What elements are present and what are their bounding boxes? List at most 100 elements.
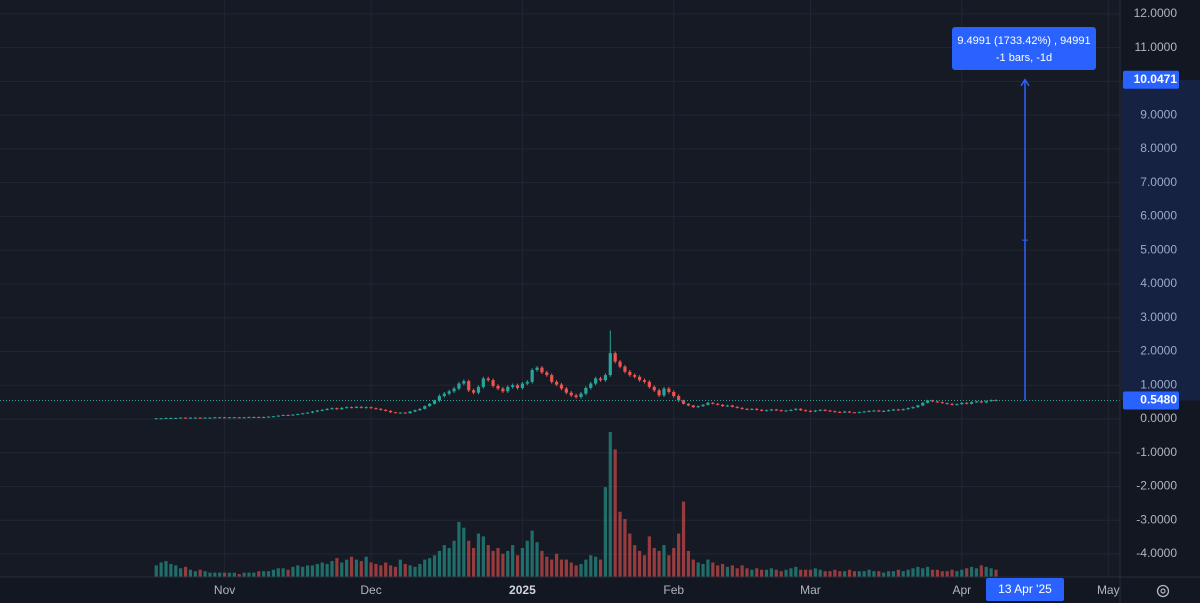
candle-body bbox=[388, 410, 393, 413]
volume-bar bbox=[379, 565, 383, 577]
volume-bar bbox=[603, 487, 608, 577]
volume-bar bbox=[520, 548, 525, 577]
candle-body bbox=[667, 388, 671, 392]
candle-body bbox=[730, 405, 734, 407]
candle-body bbox=[589, 383, 593, 388]
candle-body bbox=[672, 391, 676, 397]
volume-bar bbox=[916, 566, 920, 577]
candle-body bbox=[496, 385, 500, 389]
volume-bar bbox=[481, 536, 485, 577]
volume-bar bbox=[564, 559, 568, 577]
measure-sublabel: -1 bars, -1d bbox=[996, 52, 1052, 64]
candle-body bbox=[374, 408, 378, 410]
volume-bar bbox=[545, 556, 549, 577]
measure-time-label: 13 Apr '25 bbox=[998, 582, 1052, 596]
candle-body bbox=[579, 393, 583, 398]
volume-bar bbox=[515, 555, 520, 577]
volume-bar bbox=[271, 569, 276, 577]
candle-body bbox=[906, 408, 910, 410]
volume-bar bbox=[808, 569, 813, 577]
candle-body bbox=[608, 353, 612, 376]
candle-body bbox=[520, 383, 525, 388]
candle-body bbox=[467, 381, 471, 391]
candle-body bbox=[779, 410, 783, 412]
volume-bar bbox=[720, 563, 725, 577]
volume-bar bbox=[349, 556, 354, 577]
volume-bar bbox=[476, 533, 481, 577]
volume-bar bbox=[535, 542, 539, 577]
volume-bar bbox=[154, 565, 158, 577]
candle-body bbox=[686, 403, 691, 406]
volume-bar bbox=[764, 569, 769, 577]
candle-body bbox=[511, 385, 515, 387]
candle-body bbox=[462, 381, 466, 384]
candle-body bbox=[452, 388, 456, 392]
candle-body bbox=[989, 400, 993, 402]
candle-body bbox=[345, 407, 349, 409]
y-tick-label: -1.0000 bbox=[1136, 445, 1177, 459]
volume-bar bbox=[618, 511, 622, 577]
candle-body bbox=[823, 409, 827, 411]
volume-bar bbox=[750, 569, 754, 577]
candle-body bbox=[227, 417, 232, 419]
candle-body bbox=[286, 414, 290, 416]
volume-bar bbox=[886, 571, 891, 577]
candle-body bbox=[979, 401, 983, 403]
candle-body bbox=[340, 407, 344, 410]
x-tick-label: Feb bbox=[663, 583, 684, 597]
volume-bar bbox=[325, 563, 329, 577]
candle-body bbox=[896, 409, 900, 411]
candle-body bbox=[657, 390, 661, 396]
candle-body bbox=[803, 410, 808, 412]
volume-bar bbox=[828, 571, 832, 577]
volume-bar bbox=[735, 568, 739, 577]
candle-body bbox=[696, 406, 700, 408]
candle-body bbox=[550, 375, 554, 382]
volume-bar bbox=[413, 566, 417, 577]
candle-body bbox=[950, 403, 954, 405]
volume-bar bbox=[896, 569, 900, 577]
volume-bar bbox=[681, 501, 686, 577]
candle-body bbox=[301, 413, 305, 415]
volume-bar bbox=[662, 545, 666, 577]
volume-bar bbox=[955, 571, 959, 577]
candle-body bbox=[716, 403, 720, 405]
candle-body bbox=[725, 405, 730, 407]
settings-icon[interactable] bbox=[1156, 584, 1170, 598]
candle-body bbox=[843, 411, 847, 413]
candle-body bbox=[154, 418, 158, 420]
candle-body bbox=[432, 400, 437, 404]
candle-body bbox=[305, 412, 310, 414]
candle-body bbox=[247, 416, 251, 418]
candle-body bbox=[799, 408, 803, 411]
volume-bar bbox=[530, 530, 534, 577]
measure-label: 9.4991 (1733.42%) , 94991 bbox=[957, 35, 1090, 47]
volume-bar bbox=[315, 563, 319, 577]
y-tick-label: -2.0000 bbox=[1136, 479, 1177, 493]
candle-body bbox=[159, 418, 163, 420]
candle-body bbox=[564, 388, 568, 393]
volume-bar bbox=[369, 562, 373, 577]
candle-body bbox=[515, 385, 520, 388]
candle-body bbox=[203, 417, 207, 419]
settings-button[interactable] bbox=[1156, 584, 1170, 598]
candle-body bbox=[745, 408, 749, 410]
candle-body bbox=[179, 417, 183, 419]
volume-bar bbox=[247, 572, 251, 577]
volume-bar bbox=[208, 572, 212, 577]
candle-body bbox=[369, 407, 373, 409]
volume-bar bbox=[633, 545, 637, 577]
volume-bar bbox=[437, 550, 442, 577]
volume-bar bbox=[354, 559, 359, 577]
volume-bar bbox=[818, 569, 822, 577]
candle-body bbox=[506, 386, 510, 392]
settings-icon-center bbox=[1160, 588, 1166, 594]
candle-body bbox=[965, 402, 969, 404]
candle-body bbox=[891, 409, 896, 411]
candle-body bbox=[974, 401, 979, 403]
volume-bar bbox=[540, 550, 544, 577]
volume-bar bbox=[213, 572, 217, 577]
y-tick-label: 12.0000 bbox=[1134, 6, 1178, 20]
candle-body bbox=[554, 381, 559, 385]
